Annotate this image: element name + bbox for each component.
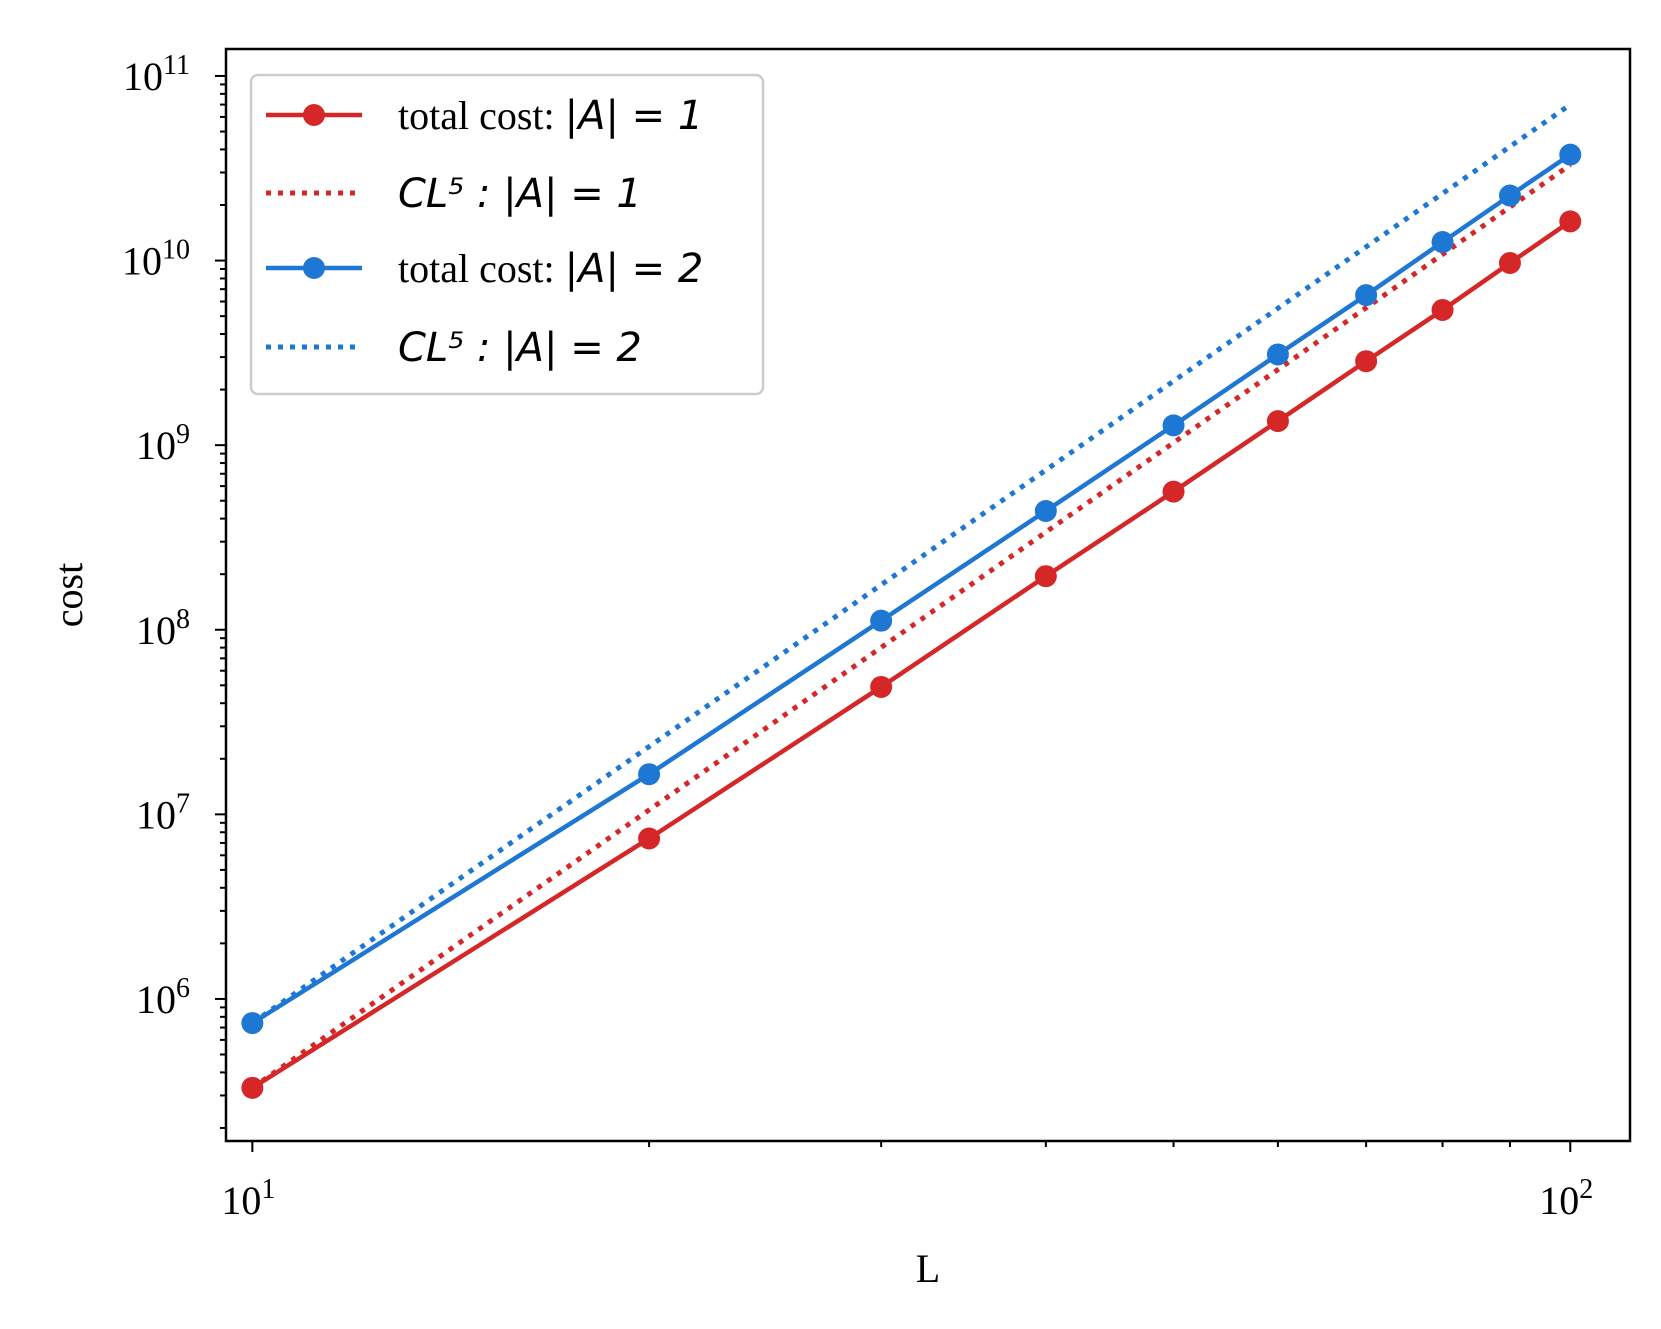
- y-tick-label-9: 109: [136, 419, 190, 468]
- y-tick-label-10: 1010: [122, 235, 190, 284]
- data-point-a1-L100: [1559, 210, 1582, 233]
- legend-box: [249, 73, 765, 396]
- data-point-a2-L20: [638, 763, 661, 786]
- data-point-a2-L30: [870, 609, 893, 632]
- data-point-a1-L90: [1498, 252, 1521, 275]
- data-point-a1-L70: [1355, 350, 1378, 373]
- legend-label-3: CL⁵ : |A| = 2: [398, 325, 642, 371]
- cl5-line-a1: [250, 162, 1572, 1090]
- legend-label-2: total cost: |A| = 2: [398, 246, 703, 292]
- y-tick-label-7: 107: [136, 788, 190, 837]
- legend: total cost: |A| = 1 CL⁵ : |A| = 1 total co…: [249, 73, 765, 396]
- data-point-a2-L50: [1162, 414, 1185, 437]
- data-point-a1-L50: [1162, 480, 1185, 503]
- x-tick-label-10: 101: [221, 1174, 275, 1223]
- data-point-a1-L80: [1431, 298, 1454, 321]
- data-point-a2-L60: [1266, 343, 1289, 366]
- cl5-line-a2: [250, 102, 1572, 1026]
- legend-marker-0: [303, 104, 325, 126]
- data-point-a1-L20: [638, 827, 661, 850]
- y-tick-label-6: 106: [136, 973, 190, 1022]
- data-point-a2-L10: [241, 1012, 264, 1035]
- legend-label-1: CL⁵ : |A| = 1: [398, 171, 642, 217]
- data-point-a2-L90: [1498, 184, 1521, 207]
- data-point-a1-L40: [1034, 565, 1057, 588]
- x-tick-label-100: 102: [1539, 1174, 1593, 1223]
- total-cost-line-a2: [250, 152, 1573, 1026]
- total-cost-line-a1: [250, 219, 1573, 1091]
- legend-label-0: total cost: |A| = 1: [398, 93, 703, 139]
- data-point-a1-L30: [870, 675, 893, 698]
- data-point-a2-L70: [1355, 284, 1378, 307]
- data-point-a1-L10: [241, 1076, 264, 1099]
- data-point-a2-L80: [1431, 231, 1454, 254]
- x-axis: 101 102: [221, 1141, 1593, 1223]
- y-tick-label-8: 108: [136, 604, 190, 653]
- y-tick-label-11: 1011: [123, 50, 190, 99]
- y-axis: 106 107 108 109 1010 1011: [122, 50, 226, 1129]
- x-axis-label: L: [916, 1246, 940, 1291]
- data-point-a2-L100: [1559, 143, 1582, 166]
- legend-marker-2: [303, 257, 325, 279]
- data-point-a1-L60: [1266, 410, 1289, 433]
- data-point-a2-L40: [1034, 499, 1057, 522]
- y-axis-label: cost: [46, 563, 91, 627]
- plot-frame: [224, 47, 1632, 1143]
- plot-series: [241, 102, 1582, 1099]
